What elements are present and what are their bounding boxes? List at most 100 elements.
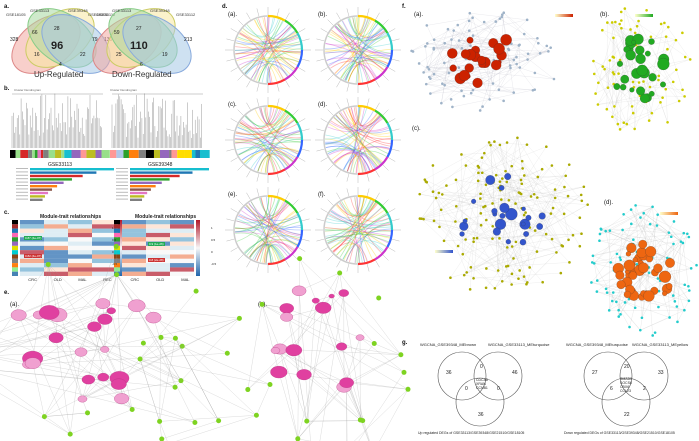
venn-g-left-conly: 36 [478,412,484,418]
venn-g-right-ac: 6 [610,386,613,392]
venn-down-regulated [92,8,192,74]
venn-down-n3: 27 [136,26,142,32]
venn-down-set1: GSE18105 [88,12,108,17]
venn-down-center: 110 [130,40,148,52]
venn-g-left-bonly: 46 [512,370,518,376]
chord-sub-d: (d). [318,102,327,108]
net-sub-b: (b). [600,12,609,18]
venn-up-n6: 22 [80,52,86,58]
heatmap-left-x-rec: REC [103,277,112,282]
venn-g-right-aonly: 27 [592,370,598,376]
venn-g-right-caption: Down regulated DEGs of GSE33113/GSE39348… [564,431,675,435]
venn-g-left-gene3: CCNB1 [476,386,488,390]
venn-g-left-setb: WGCNA_GSE33113_MEturquoise [488,342,550,347]
panel-label-g: g. [402,340,408,346]
venn-g-right-gene4: CCL23 [620,389,631,393]
heatmap-right-hl1: 0.9 (1e-26) [148,242,165,246]
venn-g-left [437,351,523,427]
module-bar-charts [16,168,209,201]
heatmap-left-title: Module-trait relationships [40,214,102,220]
heatmap-right-x-crc: CRC [130,277,140,282]
chord-sub-e: (e). [228,192,237,198]
venn-down-set4: GSE33112 [176,12,196,17]
chord-sub-b: (b). [318,12,327,18]
module-trait-heatmaps [12,220,200,276]
venn-up-set4: GSE33112 [96,12,116,17]
panel-label-e: e. [4,290,10,296]
venn-g-right-conly: 22 [624,412,630,418]
venn-g-left-center: CDCA8 XRAN CCNB1 [476,378,488,390]
scale-right-05: 0.5 [211,238,216,242]
panel-label-a: a. [4,4,10,10]
net-sub-a: (a). [414,12,423,18]
venn-g-right-bc: 2 [643,386,646,392]
bars-left-title: GSE33113 [48,162,73,168]
scale-left-05: 0.5 [112,238,117,242]
venn-up-regulated [11,8,111,74]
gene-networks [410,7,698,337]
venn-g-left-seta: WGCNA_GSE39348_MEbrown [420,342,477,347]
chord-sub-f: (f). [318,192,326,198]
heatmap-right-title: Module-trait relationships [135,214,197,220]
venn-g-right [583,351,669,427]
venn-g-left-ab: 0 [480,364,483,370]
venn-up-set2: GSE33113 [30,8,50,13]
venn-up-center: 96 [51,40,64,52]
legend-colorbar [435,250,453,253]
venn-down-caption: Down-Regulated [112,70,172,79]
ppi-networks [0,243,411,441]
net-sub-d: (d). [604,200,613,206]
legend-colorbar [660,212,678,215]
venn-g-right-gene2: SOCS6 [620,381,632,385]
module-color-strip [10,150,210,158]
venn-up-n1: 328 [10,37,19,43]
heatmap-right-x-old: OLD [156,277,165,282]
venn-up-n7: 4 [59,62,62,68]
heatmap-left-x-crc: CRC [28,277,37,282]
heatmap-right-hl2: 0.8 (2e-28) [148,258,165,262]
dendro-left-title: Cluster Dendrogram [14,88,42,92]
venn-down-n5: 25 [116,52,122,58]
chord-sub-a: (a). [228,12,237,18]
scale-left-m05: -0.5 [112,262,118,266]
venn-down-n2: 59 [114,30,120,36]
heatmap-left-scale: 1 0.5 0 -0.5 [112,222,117,270]
scale-right-1: 1 [211,226,213,230]
legend-colorbar [555,14,573,17]
legend-colorbar [635,14,653,17]
venn-down-n7: 6 [140,62,143,68]
venn-g-left-bc: 0 [497,386,500,392]
venn-g-right-ab: 20 [624,364,630,370]
venn-up-n3: 28 [54,26,60,32]
heatmap-left-x-mal: MAL [78,277,87,282]
scale-left-1: 1 [112,226,114,230]
venn-g-right-bonly: 33 [658,370,664,376]
venn-down-n6: 19 [162,52,168,58]
heatmap-left-hl1: 0.87 (4e-07) [24,236,43,240]
chord-diagrams [225,7,401,273]
bars-right-title: GSE39348 [148,162,173,168]
venn-g-right-gene3: CBX6 [620,385,630,389]
ppi-sub-a: (a). [10,302,19,308]
venn-g-left-gene1: CDCA8 [476,378,488,382]
dendrogram-panel [11,93,203,148]
chord-sub-c: (c). [228,102,237,108]
dendro-right-title: Cluster Dendrogram [110,88,138,92]
heatmap-right-xaxis: CRC OLD MAL [122,277,198,282]
venn-g-right-seta: WGCNA_GSE39348_MEturquoise [566,342,628,347]
venn-g-left-caption: Up regulated DEGs of GSE33113/GSE39348/G… [418,431,525,435]
venn-g-left-gene2: XRAN [476,382,486,386]
venn-down-set3: GSE39348 [150,8,170,13]
venn-g-left-aonly: 36 [446,370,452,376]
venn-g-left-ac: 0 [465,386,468,392]
venn-up-caption: Up-Regulated [34,70,84,79]
panel-label-f: f. [402,4,406,10]
heatmap-left-xaxis: CRC OLD MAL REC [20,277,120,282]
venn-g-right-gene1: SMAD5 [620,377,633,381]
heatmap-right-scale: 1 0.5 0 -0.5 [211,222,216,270]
venn-g-right-center: SMAD5 SOCS6 CBX6 CCL23 [620,377,632,393]
heatmap-left-x-old: OLD [53,277,62,282]
venn-down-n4: 213 [184,37,193,43]
scale-left-0: 0 [112,250,114,254]
venn-down-n1: 79 [92,37,98,43]
